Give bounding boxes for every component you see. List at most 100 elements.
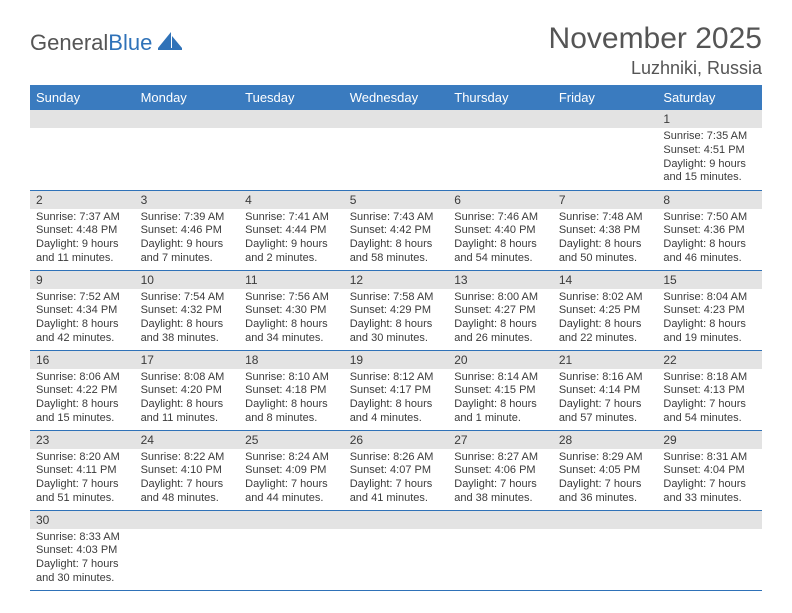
day-number: 2 — [30, 191, 135, 209]
day-number: 20 — [448, 351, 553, 369]
sunset-text: Sunset: 4:29 PM — [350, 304, 443, 318]
day-number: 12 — [344, 271, 449, 289]
daylight-text: Daylight: 7 hours and 36 minutes. — [559, 478, 652, 506]
day-number: 18 — [239, 351, 344, 369]
day-number: 16 — [30, 351, 135, 369]
day-cell: 22 Sunrise: 8:18 AMSunset: 4:13 PMDayligh… — [657, 350, 762, 430]
day-cell — [135, 510, 240, 590]
sunrise-text: Sunrise: 8:06 AM — [36, 371, 129, 385]
week-row: 30Sunrise: 8:33 AMSunset: 4:03 PMDayligh… — [30, 510, 762, 590]
sunrise-text: Sunrise: 8:29 AM — [559, 451, 652, 465]
sunset-text: Sunset: 4:17 PM — [350, 384, 443, 398]
sunrise-text: Sunrise: 7:52 AM — [36, 291, 129, 305]
daylight-text: Daylight: 7 hours and 41 minutes. — [350, 478, 443, 506]
day-cell: 16 Sunrise: 8:06 AMSunset: 4:22 PMDayligh… — [30, 350, 135, 430]
day-data: Sunrise: 8:31 AMSunset: 4:04 PMDaylight:… — [657, 449, 762, 510]
day-cell — [344, 110, 449, 190]
daylight-text: Daylight: 7 hours and 54 minutes. — [663, 398, 756, 426]
day-number: 13 — [448, 271, 553, 289]
day-number: 10 — [135, 271, 240, 289]
day-cell — [239, 110, 344, 190]
day-number-empty — [135, 110, 240, 128]
sunset-text: Sunset: 4:13 PM — [663, 384, 756, 398]
day-cell: 21Sunrise: 8:16 AMSunset: 4:14 PMDayligh… — [553, 350, 658, 430]
weekday-sunday: Sunday — [30, 85, 135, 110]
day-cell: 12Sunrise: 7:58 AMSunset: 4:29 PMDayligh… — [344, 270, 449, 350]
sunrise-text: Sunrise: 7:58 AM — [350, 291, 443, 305]
sunset-text: Sunset: 4:07 PM — [350, 464, 443, 478]
day-cell — [553, 110, 658, 190]
day-number: 6 — [448, 191, 553, 209]
title-block: November 2025 Luzhniki, Russia — [549, 22, 762, 79]
daylight-text: Daylight: 9 hours and 7 minutes. — [141, 238, 234, 266]
daylight-text: Daylight: 9 hours and 11 minutes. — [36, 238, 129, 266]
sunrise-text: Sunrise: 8:10 AM — [245, 371, 338, 385]
day-number: 3 — [135, 191, 240, 209]
sunrise-text: Sunrise: 8:18 AM — [663, 371, 756, 385]
calendar-page: GeneralBlue November 2025 Luzhniki, Russ… — [0, 0, 792, 613]
sunrise-text: Sunrise: 8:31 AM — [663, 451, 756, 465]
sunset-text: Sunset: 4:15 PM — [454, 384, 547, 398]
day-data: Sunrise: 8:14 AMSunset: 4:15 PMDaylight:… — [448, 369, 553, 430]
sunrise-text: Sunrise: 7:50 AM — [663, 211, 756, 225]
day-number-empty — [553, 110, 658, 128]
day-cell — [657, 510, 762, 590]
day-cell: 9Sunrise: 7:52 AMSunset: 4:34 PMDaylight… — [30, 270, 135, 350]
sunset-text: Sunset: 4:30 PM — [245, 304, 338, 318]
day-cell: 5Sunrise: 7:43 AMSunset: 4:42 PMDaylight… — [344, 190, 449, 270]
day-data: Sunrise: 7:52 AMSunset: 4:34 PMDaylight:… — [30, 289, 135, 350]
day-cell: 7Sunrise: 7:48 AMSunset: 4:38 PMDaylight… — [553, 190, 658, 270]
day-number-empty — [344, 110, 449, 128]
day-data: Sunrise: 7:48 AMSunset: 4:38 PMDaylight:… — [553, 209, 658, 270]
weekday-wednesday: Wednesday — [344, 85, 449, 110]
day-cell: 23Sunrise: 8:20 AMSunset: 4:11 PMDayligh… — [30, 430, 135, 510]
daylight-text: Daylight: 8 hours and 15 minutes. — [36, 398, 129, 426]
day-number-empty — [135, 511, 240, 529]
daylight-text: Daylight: 8 hours and 42 minutes. — [36, 318, 129, 346]
sunrise-text: Sunrise: 7:56 AM — [245, 291, 338, 305]
sunset-text: Sunset: 4:42 PM — [350, 224, 443, 238]
day-number: 19 — [344, 351, 449, 369]
week-row: 9Sunrise: 7:52 AMSunset: 4:34 PMDaylight… — [30, 270, 762, 350]
sunrise-text: Sunrise: 7:39 AM — [141, 211, 234, 225]
day-data: Sunrise: 8:29 AMSunset: 4:05 PMDaylight:… — [553, 449, 658, 510]
day-number: 25 — [239, 431, 344, 449]
day-data: Sunrise: 7:50 AMSunset: 4:36 PMDaylight:… — [657, 209, 762, 270]
sunrise-text: Sunrise: 7:48 AM — [559, 211, 652, 225]
day-data: Sunrise: 8:08 AMSunset: 4:20 PMDaylight:… — [135, 369, 240, 430]
day-cell: 24Sunrise: 8:22 AMSunset: 4:10 PMDayligh… — [135, 430, 240, 510]
weekday-friday: Friday — [553, 85, 658, 110]
sunrise-text: Sunrise: 8:26 AM — [350, 451, 443, 465]
day-number: 1 — [657, 110, 762, 128]
sunrise-text: Sunrise: 7:41 AM — [245, 211, 338, 225]
day-data: Sunrise: 8:16 AMSunset: 4:14 PMDaylight:… — [553, 369, 658, 430]
day-data: Sunrise: 7:41 AMSunset: 4:44 PMDaylight:… — [239, 209, 344, 270]
daylight-text: Daylight: 8 hours and 50 minutes. — [559, 238, 652, 266]
sunrise-text: Sunrise: 8:27 AM — [454, 451, 547, 465]
day-cell: 17Sunrise: 8:08 AMSunset: 4:20 PMDayligh… — [135, 350, 240, 430]
day-number-empty — [448, 511, 553, 529]
day-cell — [448, 110, 553, 190]
daylight-text: Daylight: 9 hours and 15 minutes. — [663, 158, 756, 186]
day-cell: 11Sunrise: 7:56 AMSunset: 4:30 PMDayligh… — [239, 270, 344, 350]
day-number: 22 — [657, 351, 762, 369]
day-number: 11 — [239, 271, 344, 289]
week-row: 2Sunrise: 7:37 AMSunset: 4:48 PMDaylight… — [30, 190, 762, 270]
week-row: 23Sunrise: 8:20 AMSunset: 4:11 PMDayligh… — [30, 430, 762, 510]
sunset-text: Sunset: 4:34 PM — [36, 304, 129, 318]
day-data: Sunrise: 8:10 AMSunset: 4:18 PMDaylight:… — [239, 369, 344, 430]
logo-text-general: General — [30, 30, 108, 56]
daylight-text: Daylight: 7 hours and 51 minutes. — [36, 478, 129, 506]
sunset-text: Sunset: 4:22 PM — [36, 384, 129, 398]
day-data: Sunrise: 8:20 AMSunset: 4:11 PMDaylight:… — [30, 449, 135, 510]
sunrise-text: Sunrise: 8:12 AM — [350, 371, 443, 385]
sunrise-text: Sunrise: 8:16 AM — [559, 371, 652, 385]
daylight-text: Daylight: 8 hours and 19 minutes. — [663, 318, 756, 346]
sunset-text: Sunset: 4:11 PM — [36, 464, 129, 478]
day-cell: 2Sunrise: 7:37 AMSunset: 4:48 PMDaylight… — [30, 190, 135, 270]
sunrise-text: Sunrise: 7:43 AM — [350, 211, 443, 225]
day-data: Sunrise: 8:00 AMSunset: 4:27 PMDaylight:… — [448, 289, 553, 350]
day-cell: 13Sunrise: 8:00 AMSunset: 4:27 PMDayligh… — [448, 270, 553, 350]
day-number: 8 — [657, 191, 762, 209]
day-number: 9 — [30, 271, 135, 289]
